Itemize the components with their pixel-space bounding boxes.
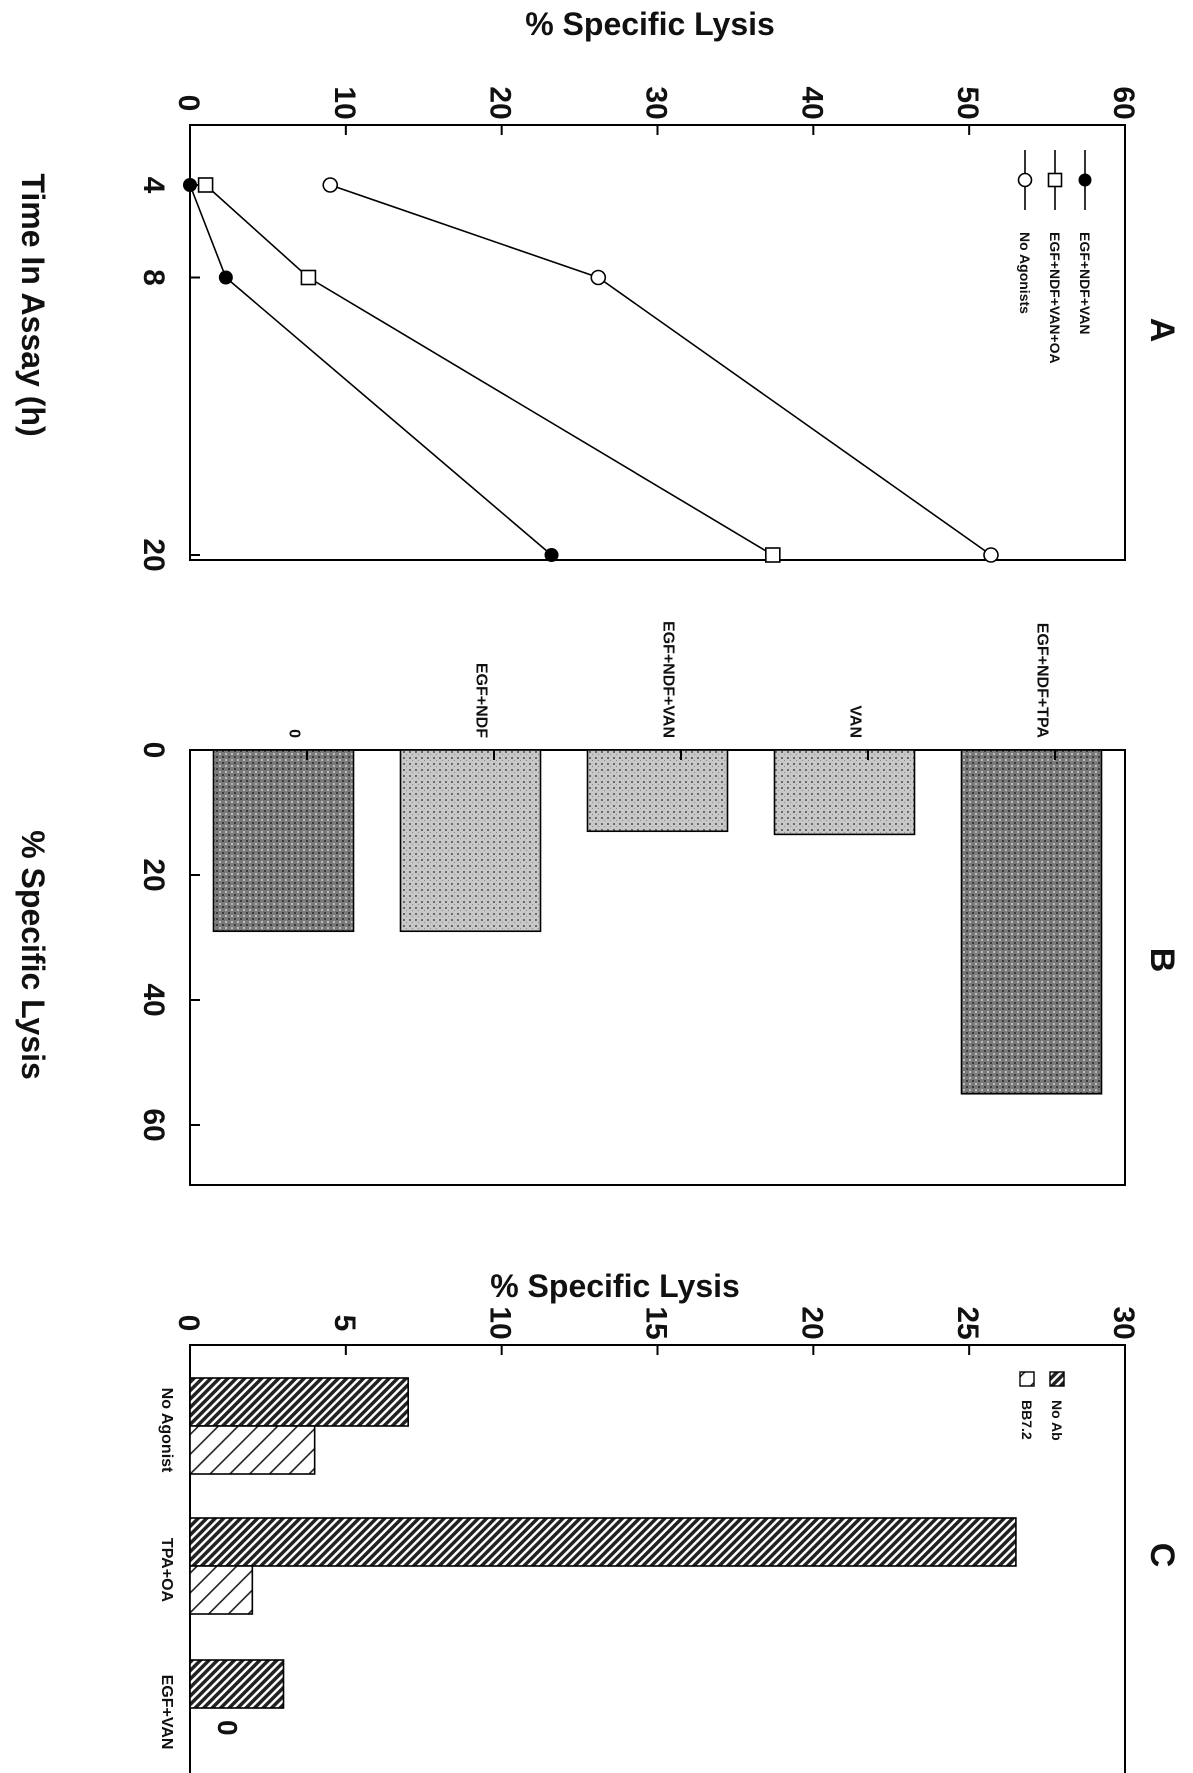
panel-a-point <box>199 178 213 192</box>
panel-c-value-tick-label: 20 <box>795 1306 828 1339</box>
panel-a-legend-label: EGF+NDF+VAN <box>1077 232 1093 334</box>
panel-b-category-label: EGF+NDF+VAN <box>660 621 677 738</box>
panel-c-bar <box>190 1660 284 1708</box>
panel-c-data-label: 0 <box>212 1720 243 1736</box>
panel-b-category-label: EGF+NDF+TPA <box>1034 623 1051 739</box>
panel-a-time-tick-label: 20 <box>137 538 170 571</box>
panel-b-bar <box>401 750 541 931</box>
panel-a-point <box>301 271 315 285</box>
panel-a-point <box>591 271 605 285</box>
panel-a-value-tick-label: 30 <box>640 86 673 119</box>
panel-a-value-tick-label: 20 <box>484 86 517 119</box>
panel-a-value-tick-label: 60 <box>1107 86 1140 119</box>
panel-b-bar <box>588 750 728 831</box>
panel-a-point <box>984 548 998 562</box>
panel-a-point <box>545 548 559 562</box>
panel-c-bar <box>190 1518 1016 1566</box>
panel-c-value-tick-label: 0 <box>172 1315 205 1332</box>
panel-b-bar <box>775 750 915 834</box>
panel-c-value-tick-label: 30 <box>1107 1306 1140 1339</box>
panel-a-time-tick-label: 4 <box>137 177 170 194</box>
panel-b-bar <box>214 750 354 931</box>
panel-a-value-tick-label: 50 <box>951 86 984 119</box>
panel-b-category-label: EGF+NDF <box>473 663 490 738</box>
panel-b-value-tick-label: 40 <box>137 983 170 1016</box>
panel-a-value-tick-label: 0 <box>172 95 205 112</box>
panel-a-plot: 0 10 20 30 40 50 60 4 8 20 EGF+NDF+VAN EGF+NDF+VAN+… <box>137 86 1140 571</box>
panel-a-xlabel: Time In Assay (h) <box>15 173 51 436</box>
panel-c-letter: C <box>1143 1543 1181 1568</box>
panel-a-point <box>323 178 337 192</box>
panel-a-ylabel: % Specific Lysis <box>525 6 775 42</box>
panel-b-value-tick-label: 60 <box>137 1108 170 1141</box>
panel-b-plot: 0 20 40 60 EGF+NDF+TPA VAN EGF+NDF+VAN EGF+NDF 0 <box>137 621 1102 1142</box>
panel-c-bar <box>190 1566 252 1614</box>
panel-a-legend-label: EGF+NDF+VAN+OA <box>1047 232 1063 364</box>
panel-c-legend-swatch <box>1050 1372 1064 1386</box>
panel-a-legend-label: No Agonists <box>1017 232 1033 314</box>
panel-b-value-tick-label: 0 <box>137 742 170 759</box>
panel-a-point <box>766 548 780 562</box>
panel-a-legend-marker <box>1049 174 1062 187</box>
panel-a-point <box>219 271 233 285</box>
panel-c-value-tick-label: 15 <box>640 1306 673 1339</box>
panel-c-ylabel: % Specific Lysis <box>490 1268 740 1304</box>
panel-c-legend-label: BB7.2 <box>1019 1400 1035 1440</box>
panel-c-legend-swatch <box>1020 1372 1034 1386</box>
panel-c-category-label: No Agonist <box>158 1388 175 1473</box>
panel-b-xlabel: % Specific Lysis <box>15 830 51 1080</box>
panel-a-value-tick-label: 40 <box>795 86 828 119</box>
panel-b-value-tick-label: 20 <box>137 858 170 891</box>
panel-c-category-label: EGF+VAN <box>158 1675 175 1750</box>
panel-b-category-label: 0 <box>286 729 303 738</box>
panel-c-value-tick-label: 25 <box>951 1306 984 1339</box>
panel-a-point <box>183 178 197 192</box>
panel-a-series-line <box>330 185 991 555</box>
panel-c-category-label: TPA+OA <box>158 1538 175 1603</box>
panel-a-series-line <box>190 185 552 555</box>
panel-c-value-tick-label: 10 <box>484 1306 517 1339</box>
panel-c-value-tick-label: 5 <box>328 1315 361 1332</box>
panel-a-letter: A <box>1143 318 1181 343</box>
panel-a-legend-marker <box>1019 174 1032 187</box>
panel-a-legend-marker <box>1079 174 1092 187</box>
panel-c-bar <box>190 1378 408 1426</box>
panel-c-bar <box>190 1426 315 1474</box>
panel-b-category-label: VAN <box>847 705 864 738</box>
panel-c-legend-label: No Ab <box>1049 1400 1065 1441</box>
panel-b-bar <box>962 750 1102 1094</box>
panel-a-value-tick-label: 10 <box>328 86 361 119</box>
panel-a-time-tick-label: 8 <box>137 269 170 286</box>
panel-b-letter: B <box>1143 948 1181 973</box>
panel-c-plot: 0 5 10 15 20 25 30 No Agonist TPA+OA EGF+VAN 0 No A… <box>158 1306 1140 1749</box>
